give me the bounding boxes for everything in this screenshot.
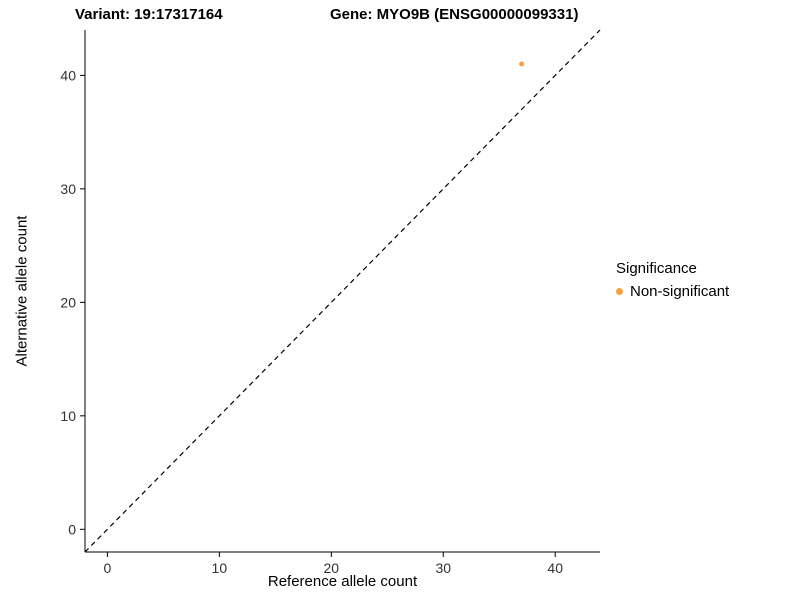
legend-item-label: Non-significant [630, 283, 730, 300]
x-axis-label: Reference allele count [267, 573, 418, 590]
y-tick-label: 40 [60, 67, 76, 83]
legend: Significance Non-significant [616, 260, 729, 300]
y-axis-label: Alternative allele count [13, 215, 31, 367]
y-tick-label: 30 [60, 181, 76, 197]
x-tick-label: 20 [324, 560, 340, 576]
x-tick-label: 0 [103, 560, 111, 576]
identity-reference-line [84, 29, 601, 553]
x-tick-label: 10 [212, 560, 228, 576]
x-tick-label: 40 [547, 560, 563, 576]
legend-marker-dot [616, 288, 623, 295]
y-tick-label: 20 [60, 294, 76, 310]
y-tick-label: 0 [68, 521, 76, 537]
legend-title: Significance [616, 260, 697, 277]
plot-title-gene: Gene: MYO9B (ENSG00000099331) [330, 6, 579, 23]
plot-title-variant: Variant: 19:17317164 [75, 6, 223, 23]
legend-item: Non-significant [616, 283, 729, 300]
x-tick-label: 30 [435, 560, 451, 576]
data-point [519, 61, 525, 67]
y-tick-label: 10 [60, 408, 76, 424]
